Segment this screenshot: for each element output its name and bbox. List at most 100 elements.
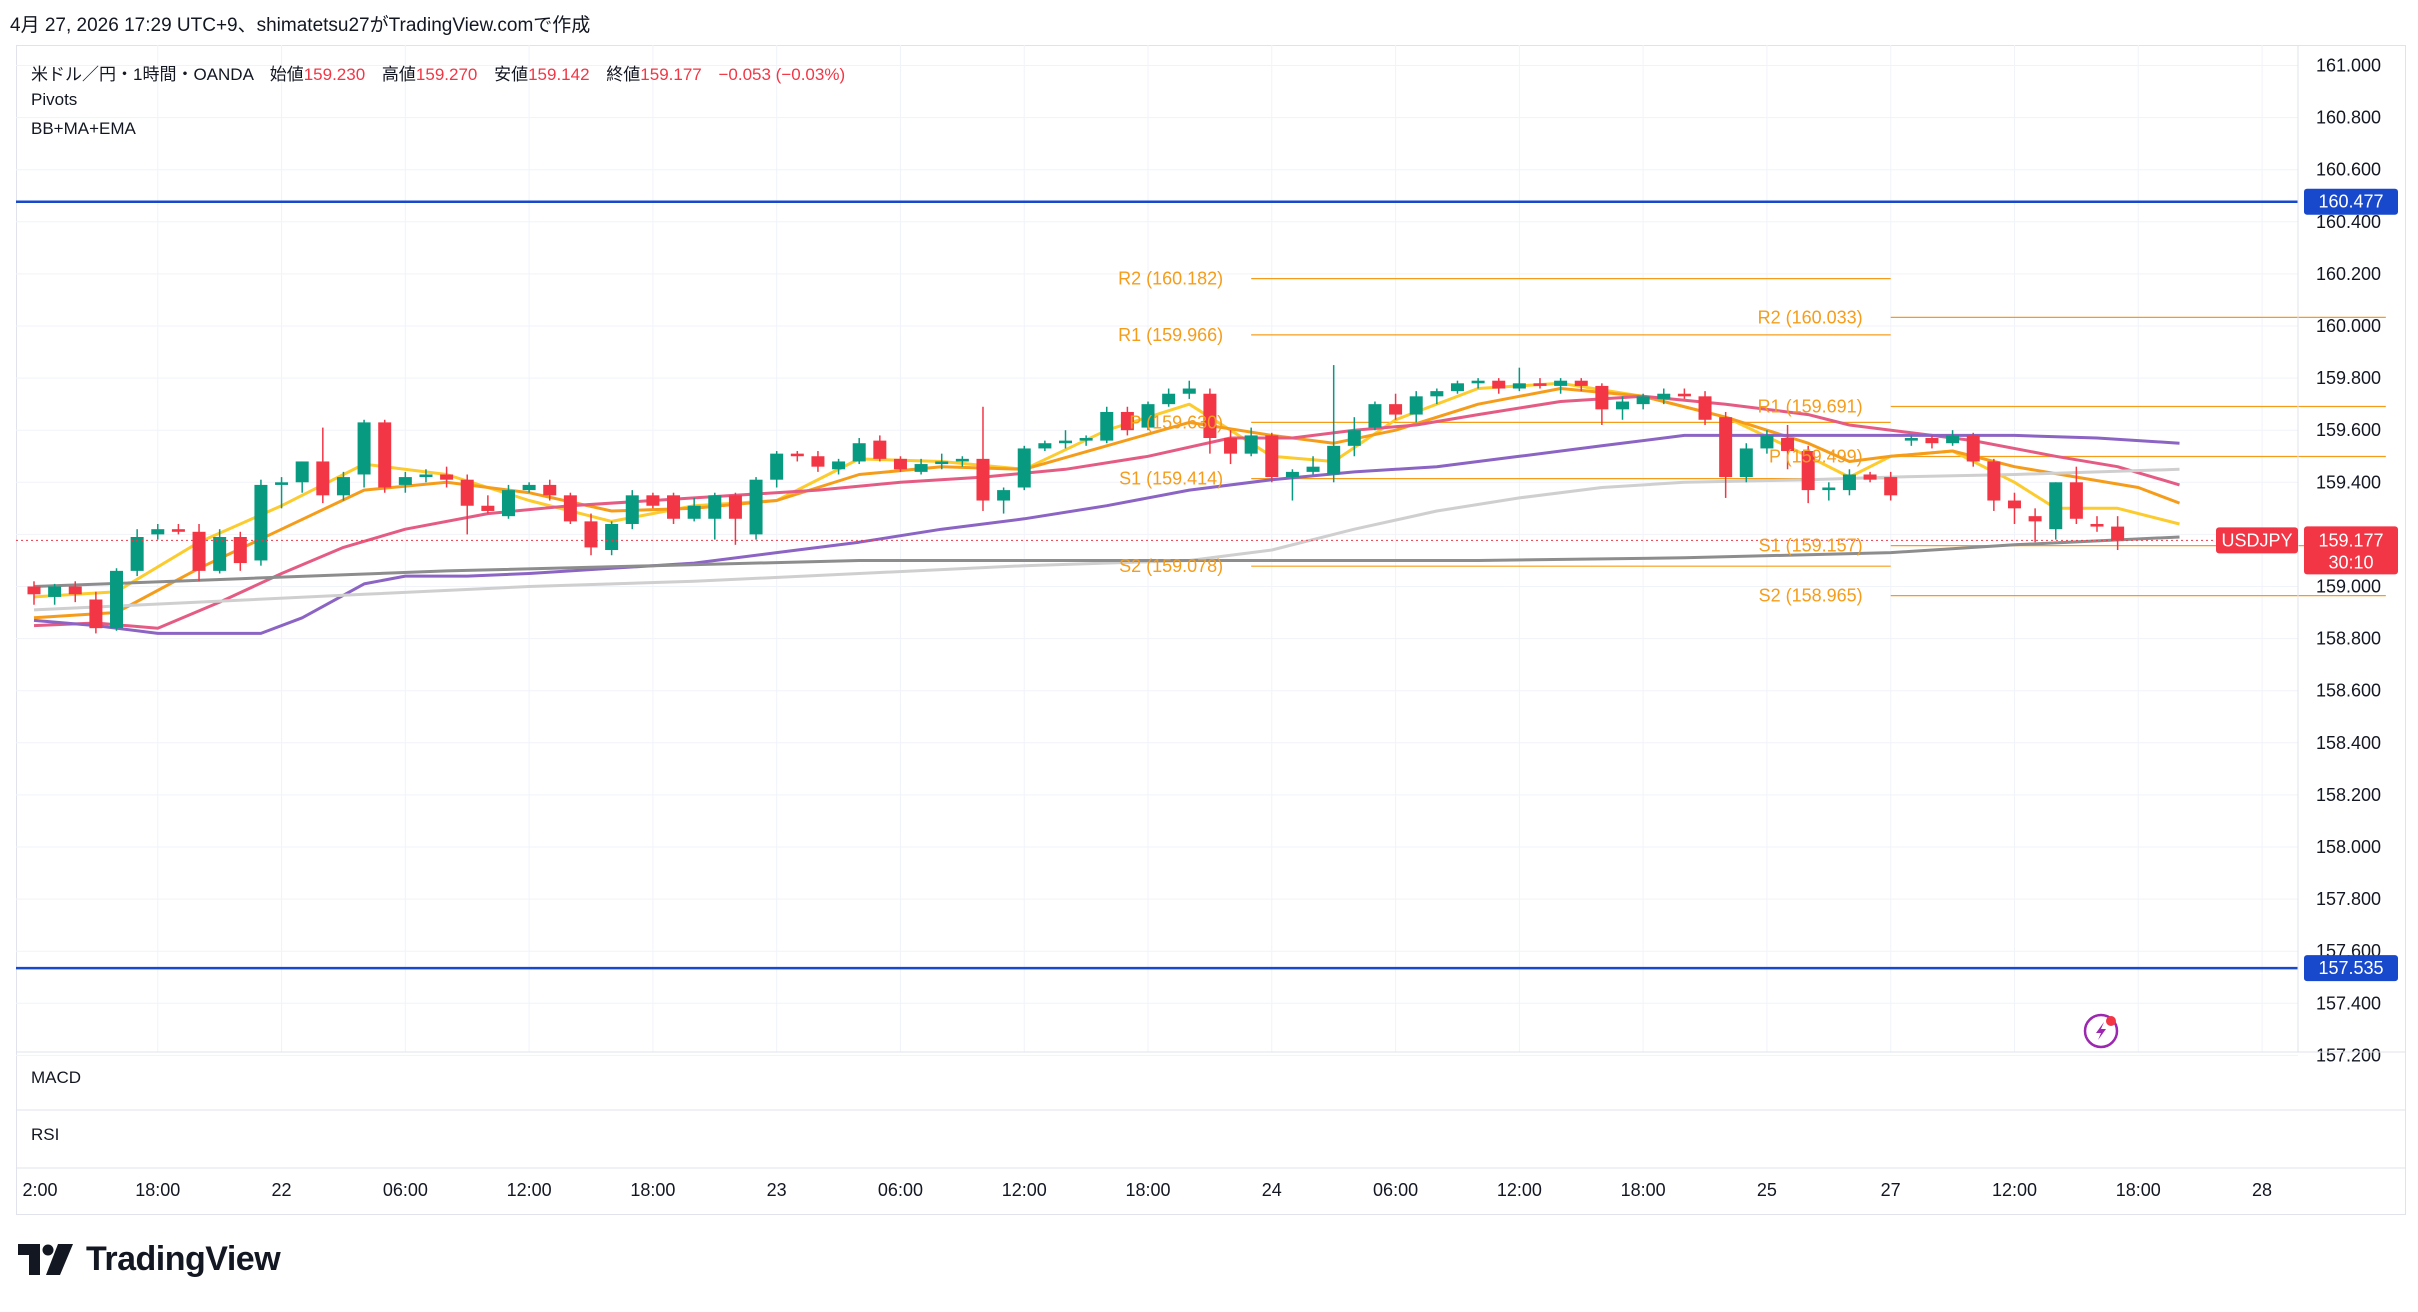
pivot-level-label: R2 (160.182) [1118, 269, 1223, 289]
candle-body [1347, 430, 1361, 446]
time-axis-label: 2:00 [22, 1180, 57, 1200]
candle-body [1120, 411, 1134, 431]
time-axis-label: 25 [1757, 1180, 1777, 1200]
price-axis-label: 159.400 [2316, 472, 2381, 492]
candle-body [130, 537, 144, 571]
candle-body [2028, 516, 2042, 522]
candle-body [790, 453, 804, 457]
time-axis-label: 12:00 [507, 1180, 552, 1200]
candle-body [2049, 482, 2063, 530]
low-label: 安値 [494, 65, 529, 84]
symbol-tag-text: USDJPY [2221, 530, 2292, 550]
candle-body [1182, 388, 1196, 394]
tradingview-brand[interactable]: TradingView [18, 1240, 281, 1279]
candle-body [1595, 385, 1609, 410]
candle-body [1801, 451, 1815, 491]
time-axis-label: 24 [1262, 1180, 1282, 1200]
countdown-text: 30:10 [2328, 552, 2373, 572]
time-axis-label: 23 [767, 1180, 787, 1200]
candle-body [1430, 391, 1444, 397]
price-axis-label: 158.000 [2316, 837, 2381, 857]
time-axis-label: 06:00 [383, 1180, 428, 1200]
candle-body [1966, 435, 1980, 462]
candle-body [584, 521, 598, 548]
candle-body [1409, 396, 1423, 415]
chart-frame [16, 45, 2406, 1215]
candle-body [254, 484, 268, 561]
price-axis-label: 160.800 [2316, 108, 2381, 128]
candle-body [1554, 380, 1568, 386]
candle-body [1265, 435, 1279, 478]
candle-body [233, 537, 247, 564]
indicator-bb-ma-ema[interactable]: BB+MA+EMA [31, 119, 136, 138]
time-axis-label: 18:00 [2116, 1180, 2161, 1200]
grid [16, 45, 2298, 1056]
time-axis-label: 18:00 [630, 1180, 675, 1200]
alert-icon[interactable] [2083, 1013, 2119, 1049]
candle-body [1533, 383, 1547, 386]
candle-body [770, 453, 784, 480]
rsi-pane-label[interactable]: RSI [31, 1125, 60, 1144]
indicator-pivots[interactable]: Pivots [31, 90, 78, 109]
legend-main[interactable]: 米ドル／円・1時間・OANDA 始値159.230 高値159.270 安値15… [31, 60, 845, 85]
candle-body [1017, 448, 1031, 488]
time-axis-label: 18:00 [135, 1180, 180, 1200]
moving-average-line [33, 467, 2180, 612]
candle-body [1677, 393, 1691, 397]
candle-body [1059, 440, 1072, 444]
candle-body [1698, 396, 1712, 420]
low-value: 159.142 [528, 65, 590, 84]
candle-body [48, 586, 62, 597]
candle-body [1203, 393, 1217, 439]
candle-body [1512, 383, 1526, 389]
time-axis-label: 22 [272, 1180, 292, 1200]
candle-body [2090, 523, 2104, 527]
candle-body [852, 443, 866, 462]
symbol-line: 米ドル／円・1時間・OANDA [31, 65, 253, 84]
candle-body [1636, 396, 1650, 405]
moving-average-line [33, 433, 2180, 635]
candle-body [955, 458, 969, 462]
horizontal-line-tag [2304, 188, 2398, 215]
price-axis-label: 158.200 [2316, 785, 2381, 805]
pivot-level-label: P (159.499) [1769, 447, 1863, 467]
candle-body [1739, 448, 1753, 478]
time-axis-label: 06:00 [878, 1180, 923, 1200]
price-axis-label: 160.400 [2316, 212, 2381, 232]
candle-body [1842, 474, 1856, 491]
candle-body [192, 531, 206, 571]
candle-body [460, 479, 474, 506]
candle-body [1822, 487, 1836, 491]
price-axis-label: 159.800 [2316, 368, 2381, 388]
candle-body [749, 479, 763, 535]
pivot-level-label: S2 (158.965) [1759, 586, 1863, 606]
price-axis-label: 160.000 [2316, 316, 2381, 336]
candle-body [316, 461, 330, 496]
candles [27, 365, 2125, 634]
candle-body [687, 505, 701, 519]
candle-body [1657, 393, 1671, 399]
candle-body [501, 490, 515, 517]
candle-body [1038, 443, 1052, 449]
macd-pane-label[interactable]: MACD [31, 1068, 82, 1087]
candle-body [295, 461, 309, 483]
candle-body [1224, 438, 1238, 454]
close-value: 159.177 [640, 65, 702, 84]
time-axis-label: 12:00 [1992, 1180, 2037, 1200]
candle-body [1987, 461, 2001, 501]
symbol-tag [2216, 527, 2298, 554]
open-label: 始値 [269, 65, 304, 84]
pivot-lines [1251, 277, 2386, 597]
candle-body [1616, 401, 1630, 410]
moving-average-line [33, 535, 2180, 588]
candle-body [1285, 471, 1299, 478]
price-axis-label: 157.400 [2316, 993, 2381, 1013]
horizontal-line-tag [2304, 955, 2398, 982]
candle-body [151, 529, 165, 535]
time-axis-label: 12:00 [1497, 1180, 1542, 1200]
candle-body [1079, 438, 1093, 441]
candle-body [563, 495, 577, 522]
candle-body [213, 537, 227, 571]
time-axis-label: 18:00 [1125, 1180, 1170, 1200]
